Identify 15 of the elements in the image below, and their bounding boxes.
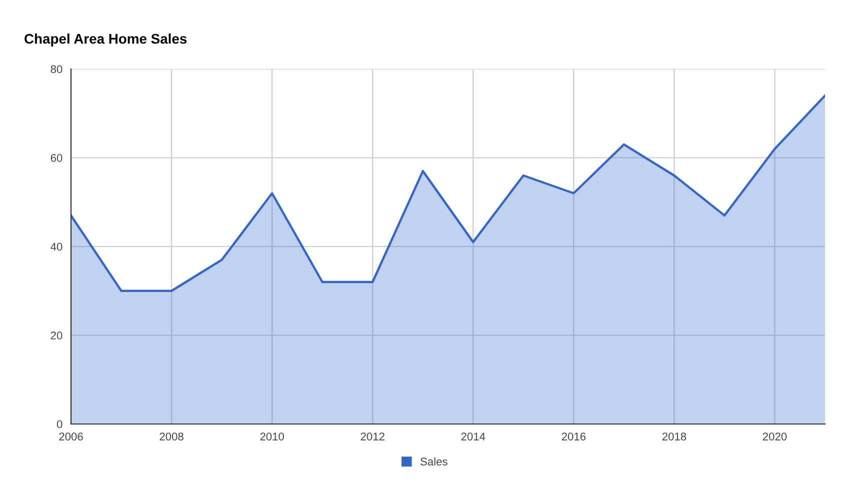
y-tick-label: 20 — [50, 332, 62, 340]
y-tick-label: 60 — [50, 154, 62, 162]
x-tick-label: 2016 — [562, 432, 586, 440]
x-tick-label: 2012 — [360, 432, 384, 440]
y-tick-label: 40 — [50, 242, 62, 251]
y-tick-label: 80 — [50, 65, 62, 74]
x-tick-label: 2018 — [662, 432, 686, 440]
legend-label: Sales — [420, 457, 448, 466]
chart-title: Chapel Area Home Sales — [24, 34, 187, 46]
x-tick-label: 2014 — [461, 432, 486, 440]
x-tick-label: 2008 — [160, 432, 184, 440]
y-tick-label: 0 — [56, 420, 62, 428]
x-tick-label: 2010 — [260, 432, 284, 440]
x-tick-label: 2006 — [59, 432, 83, 440]
x-tick-label: 2020 — [762, 432, 787, 440]
